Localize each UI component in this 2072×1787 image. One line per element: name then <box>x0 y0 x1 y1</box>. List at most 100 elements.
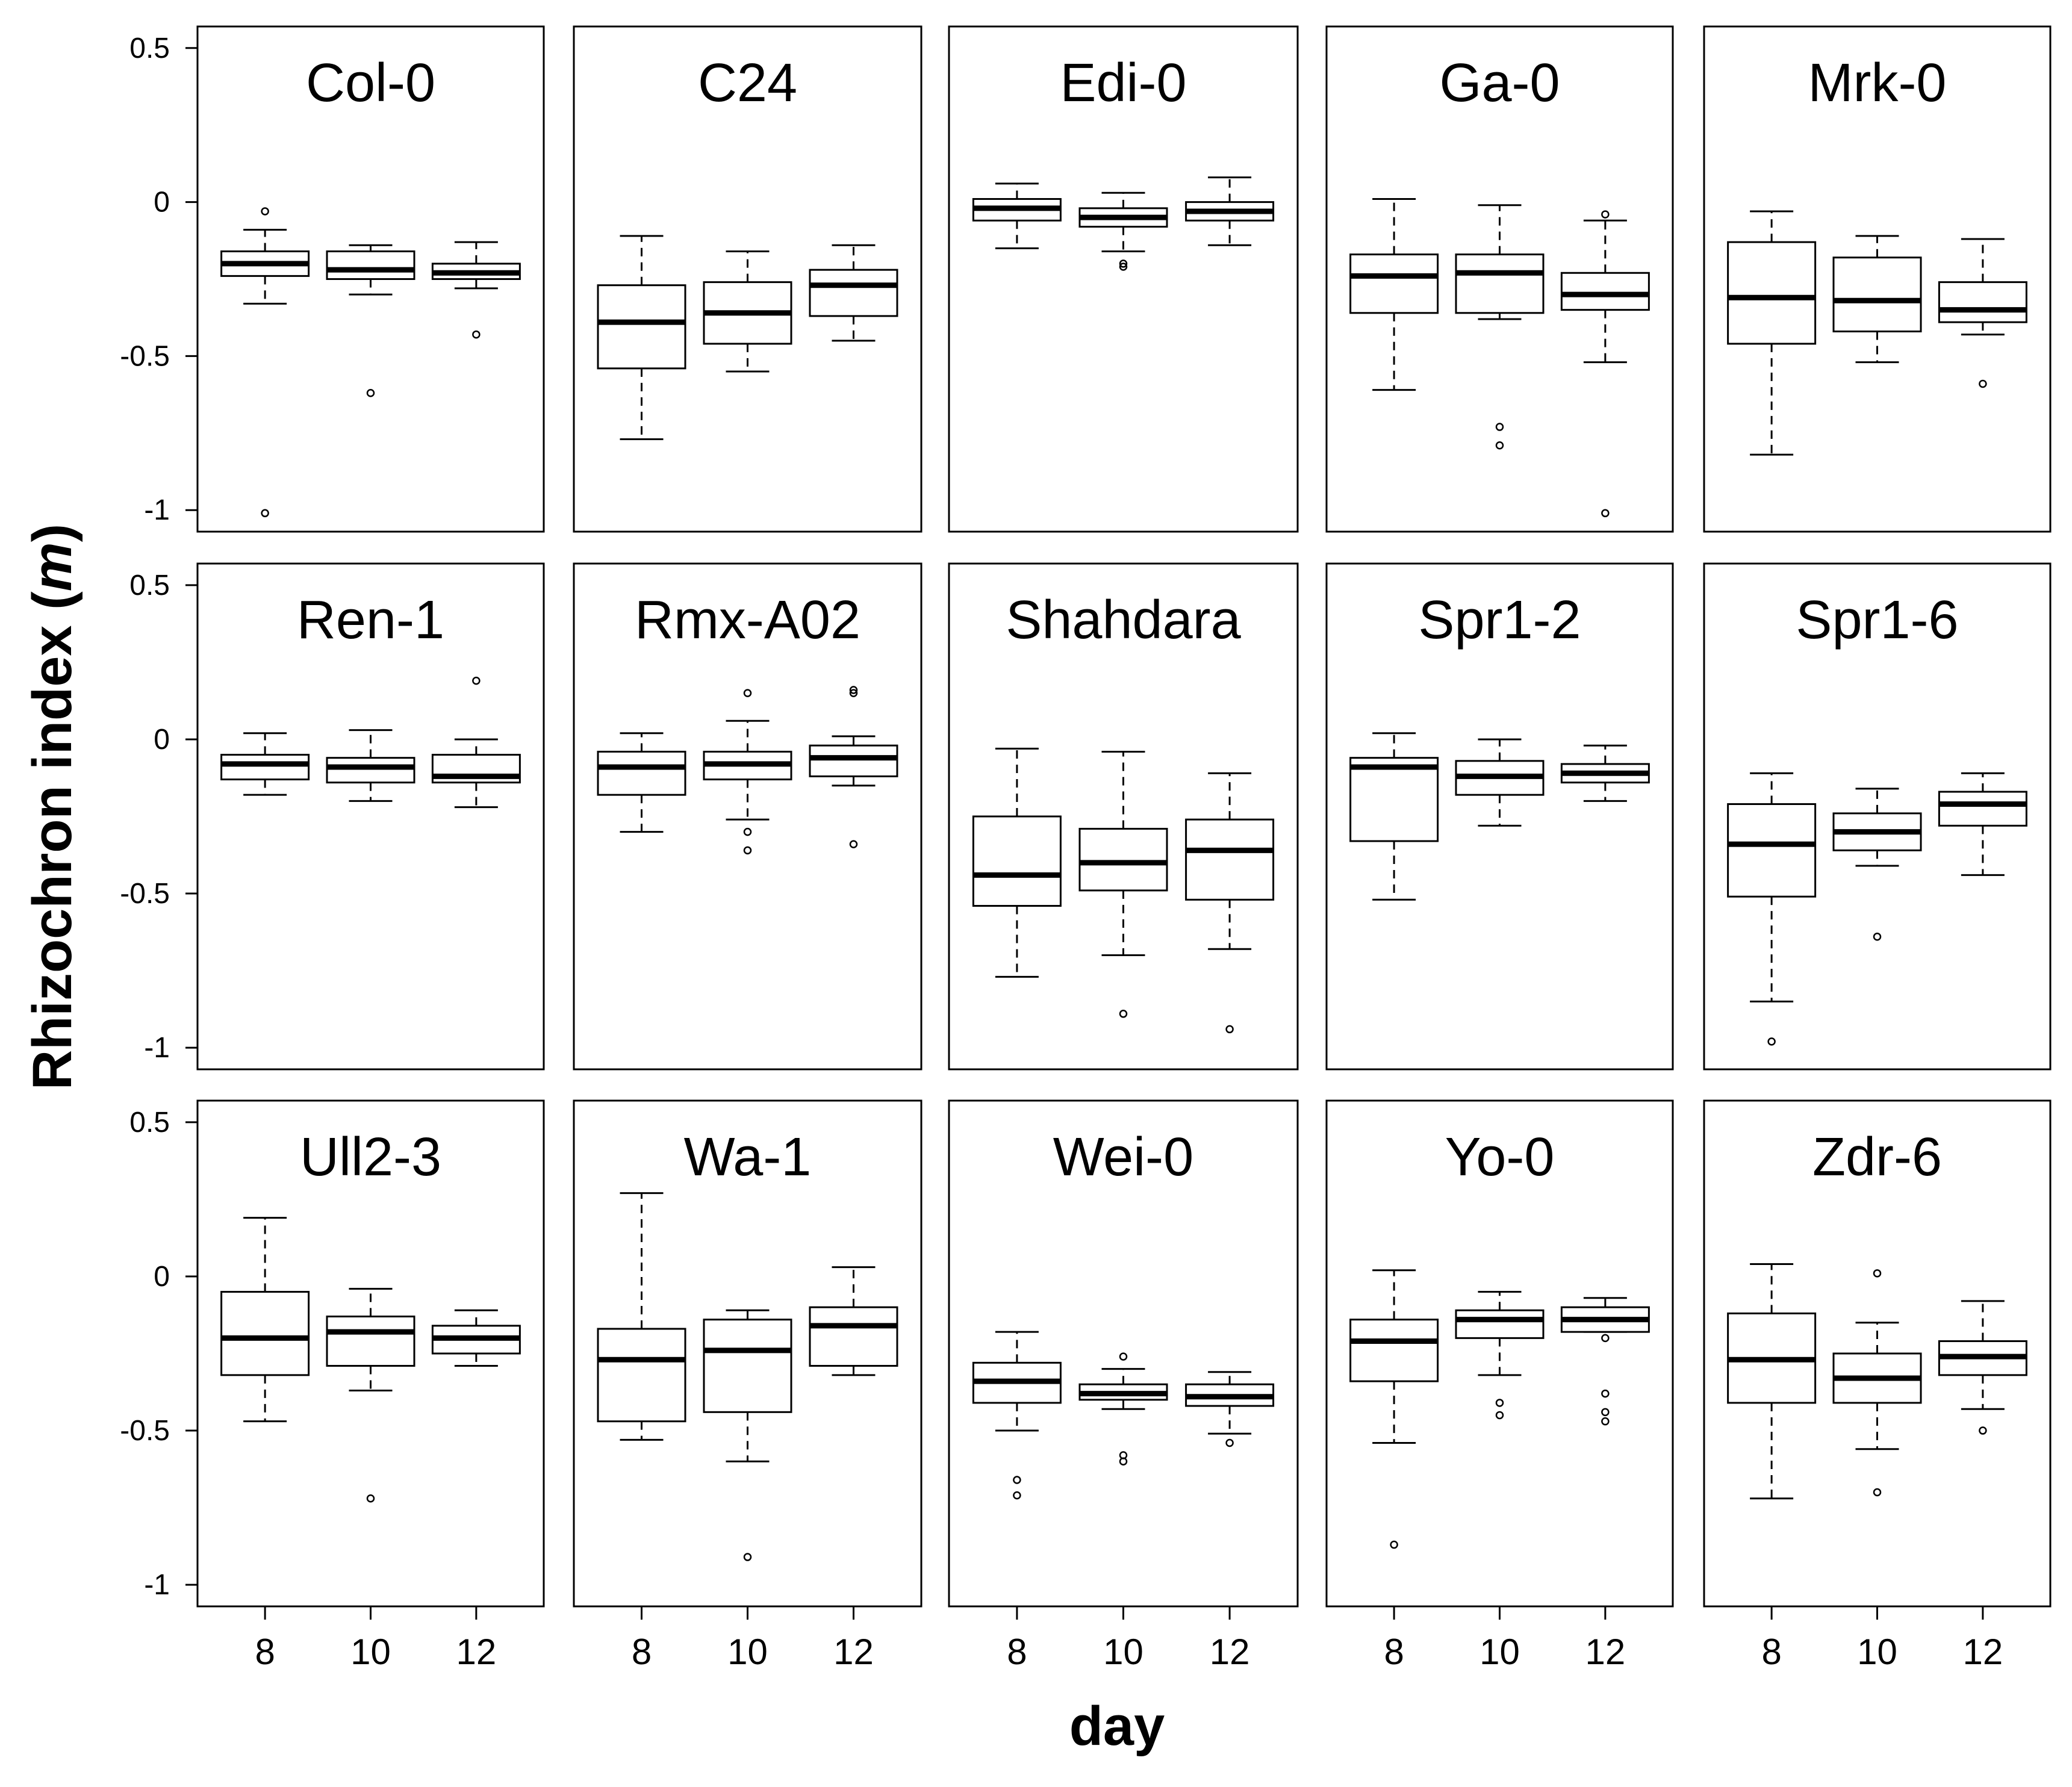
outlier-point <box>1979 1426 1987 1435</box>
box-day-10 <box>703 689 792 855</box>
panel-frame <box>573 562 922 1071</box>
box-day-10 <box>326 1287 415 1503</box>
box-day-8 <box>220 732 310 796</box>
iqr-box <box>1455 1309 1545 1339</box>
outlier-point <box>1119 1352 1128 1361</box>
box-day-12 <box>431 241 521 339</box>
outlier-point <box>366 389 375 397</box>
box-day-12 <box>809 244 898 342</box>
x-tick-label: 12 <box>1585 1632 1626 1672</box>
panel-ull2-3: Ull2-3 <box>196 1099 545 1608</box>
box-day-10 <box>1078 1352 1168 1466</box>
y-tick-label: 0.5 <box>129 33 170 64</box>
outlier-point <box>1601 1389 1610 1398</box>
outlier-point <box>472 676 481 685</box>
y-tick-label: 0.5 <box>129 1107 170 1139</box>
iqr-box <box>326 1316 415 1367</box>
box-day-8 <box>1727 210 1817 456</box>
y-axis-title-unit: m <box>22 542 83 591</box>
outlier-point <box>1979 379 1987 388</box>
outlier-point <box>1013 1476 1021 1484</box>
iqr-box <box>326 757 415 784</box>
outlier-point <box>1601 509 1610 518</box>
iqr-box <box>597 1328 686 1423</box>
box-day-10 <box>703 250 792 373</box>
panel-title: Edi-0 <box>1060 53 1186 113</box>
panel-mrk-0: Mrk-0 <box>1703 25 2052 533</box>
panel-rmx-a02: Rmx-A02 <box>573 562 922 1071</box>
outlier-point <box>1390 1540 1398 1549</box>
outlier-point <box>1225 1025 1234 1034</box>
panel-yo-0: Yo-0 <box>1325 1099 1674 1608</box>
panel-frame <box>1703 562 2052 1071</box>
x-tick-label: 8 <box>255 1632 275 1672</box>
iqr-box <box>597 284 686 370</box>
panel-spr1-6: Spr1-6 <box>1703 562 2052 1071</box>
box-day-8 <box>597 235 686 441</box>
panel-frame <box>196 562 545 1071</box>
panel-ren-1: Ren-1 <box>196 562 545 1071</box>
outlier-point <box>1601 1334 1610 1343</box>
outlier-point <box>1119 1010 1128 1018</box>
iqr-box <box>1938 791 2027 827</box>
outlier-point <box>849 689 858 697</box>
panel-col-0: Col-0 <box>196 25 545 533</box>
outlier-point <box>1119 263 1128 271</box>
outlier-point <box>366 1494 375 1503</box>
outlier-point <box>472 330 481 339</box>
box-day-12 <box>431 676 521 809</box>
panel-ga-0: Ga-0 <box>1325 25 1674 533</box>
iqr-box <box>1078 827 1168 892</box>
panel-spr1-2: Spr1-2 <box>1325 562 1674 1071</box>
x-tick-label: 10 <box>350 1632 391 1672</box>
iqr-box <box>1349 1319 1439 1382</box>
box-day-12 <box>809 686 898 848</box>
panel-title: Yo-0 <box>1445 1127 1555 1187</box>
outlier-point <box>1119 1457 1128 1466</box>
panel-title: Wei-0 <box>1053 1127 1193 1187</box>
panel-title: Wa-1 <box>684 1127 812 1187</box>
iqr-box <box>1727 803 1817 898</box>
box-day-8 <box>220 1217 310 1423</box>
panel-shahdara: Shahdara <box>948 562 1299 1071</box>
iqr-box <box>703 1319 792 1413</box>
box-day-10 <box>1078 191 1168 271</box>
y-tick-label: 0 <box>154 1261 170 1293</box>
y-axis-title: Rhizochron index (m) <box>22 524 83 1090</box>
iqr-box <box>220 754 310 781</box>
iqr-box <box>326 250 415 280</box>
iqr-box <box>1938 281 2027 323</box>
outlier-point <box>1767 1037 1776 1046</box>
panel-title: Ull2-3 <box>300 1127 441 1187</box>
box-day-10 <box>326 244 415 397</box>
box-day-12 <box>1938 238 2027 388</box>
panel-title: Ga-0 <box>1439 53 1560 113</box>
box-day-10 <box>1832 235 1922 364</box>
outlier-point <box>261 509 269 518</box>
panel-title: Zdr-6 <box>1812 1127 1942 1187</box>
outlier-point <box>743 1553 752 1561</box>
iqr-box <box>1727 241 1817 345</box>
panel-title: Ren-1 <box>297 590 444 650</box>
box-day-10 <box>1455 1291 1545 1420</box>
box-day-10 <box>703 1309 792 1561</box>
outlier-point <box>1495 1411 1504 1420</box>
x-tick-label: 8 <box>1761 1632 1781 1672</box>
x-tick-label: 12 <box>1963 1632 2003 1672</box>
box-day-12 <box>1938 1300 2027 1435</box>
box-day-8 <box>1349 1269 1439 1549</box>
outlier-point <box>1601 210 1610 219</box>
x-tick-label: 12 <box>1210 1632 1250 1672</box>
panel-frame <box>1703 25 2052 533</box>
x-axis-title: day <box>1069 1695 1165 1757</box>
outlier-point <box>1601 1408 1610 1417</box>
y-tick-label: 0.5 <box>129 570 170 601</box>
panel-frame <box>196 25 545 533</box>
iqr-box <box>809 1306 898 1367</box>
iqr-box <box>972 815 1062 907</box>
box-day-12 <box>1560 744 1650 802</box>
y-tick-label: -0.5 <box>120 1415 170 1447</box>
outlier-point <box>849 840 858 848</box>
x-tick-label: 8 <box>632 1632 652 1672</box>
